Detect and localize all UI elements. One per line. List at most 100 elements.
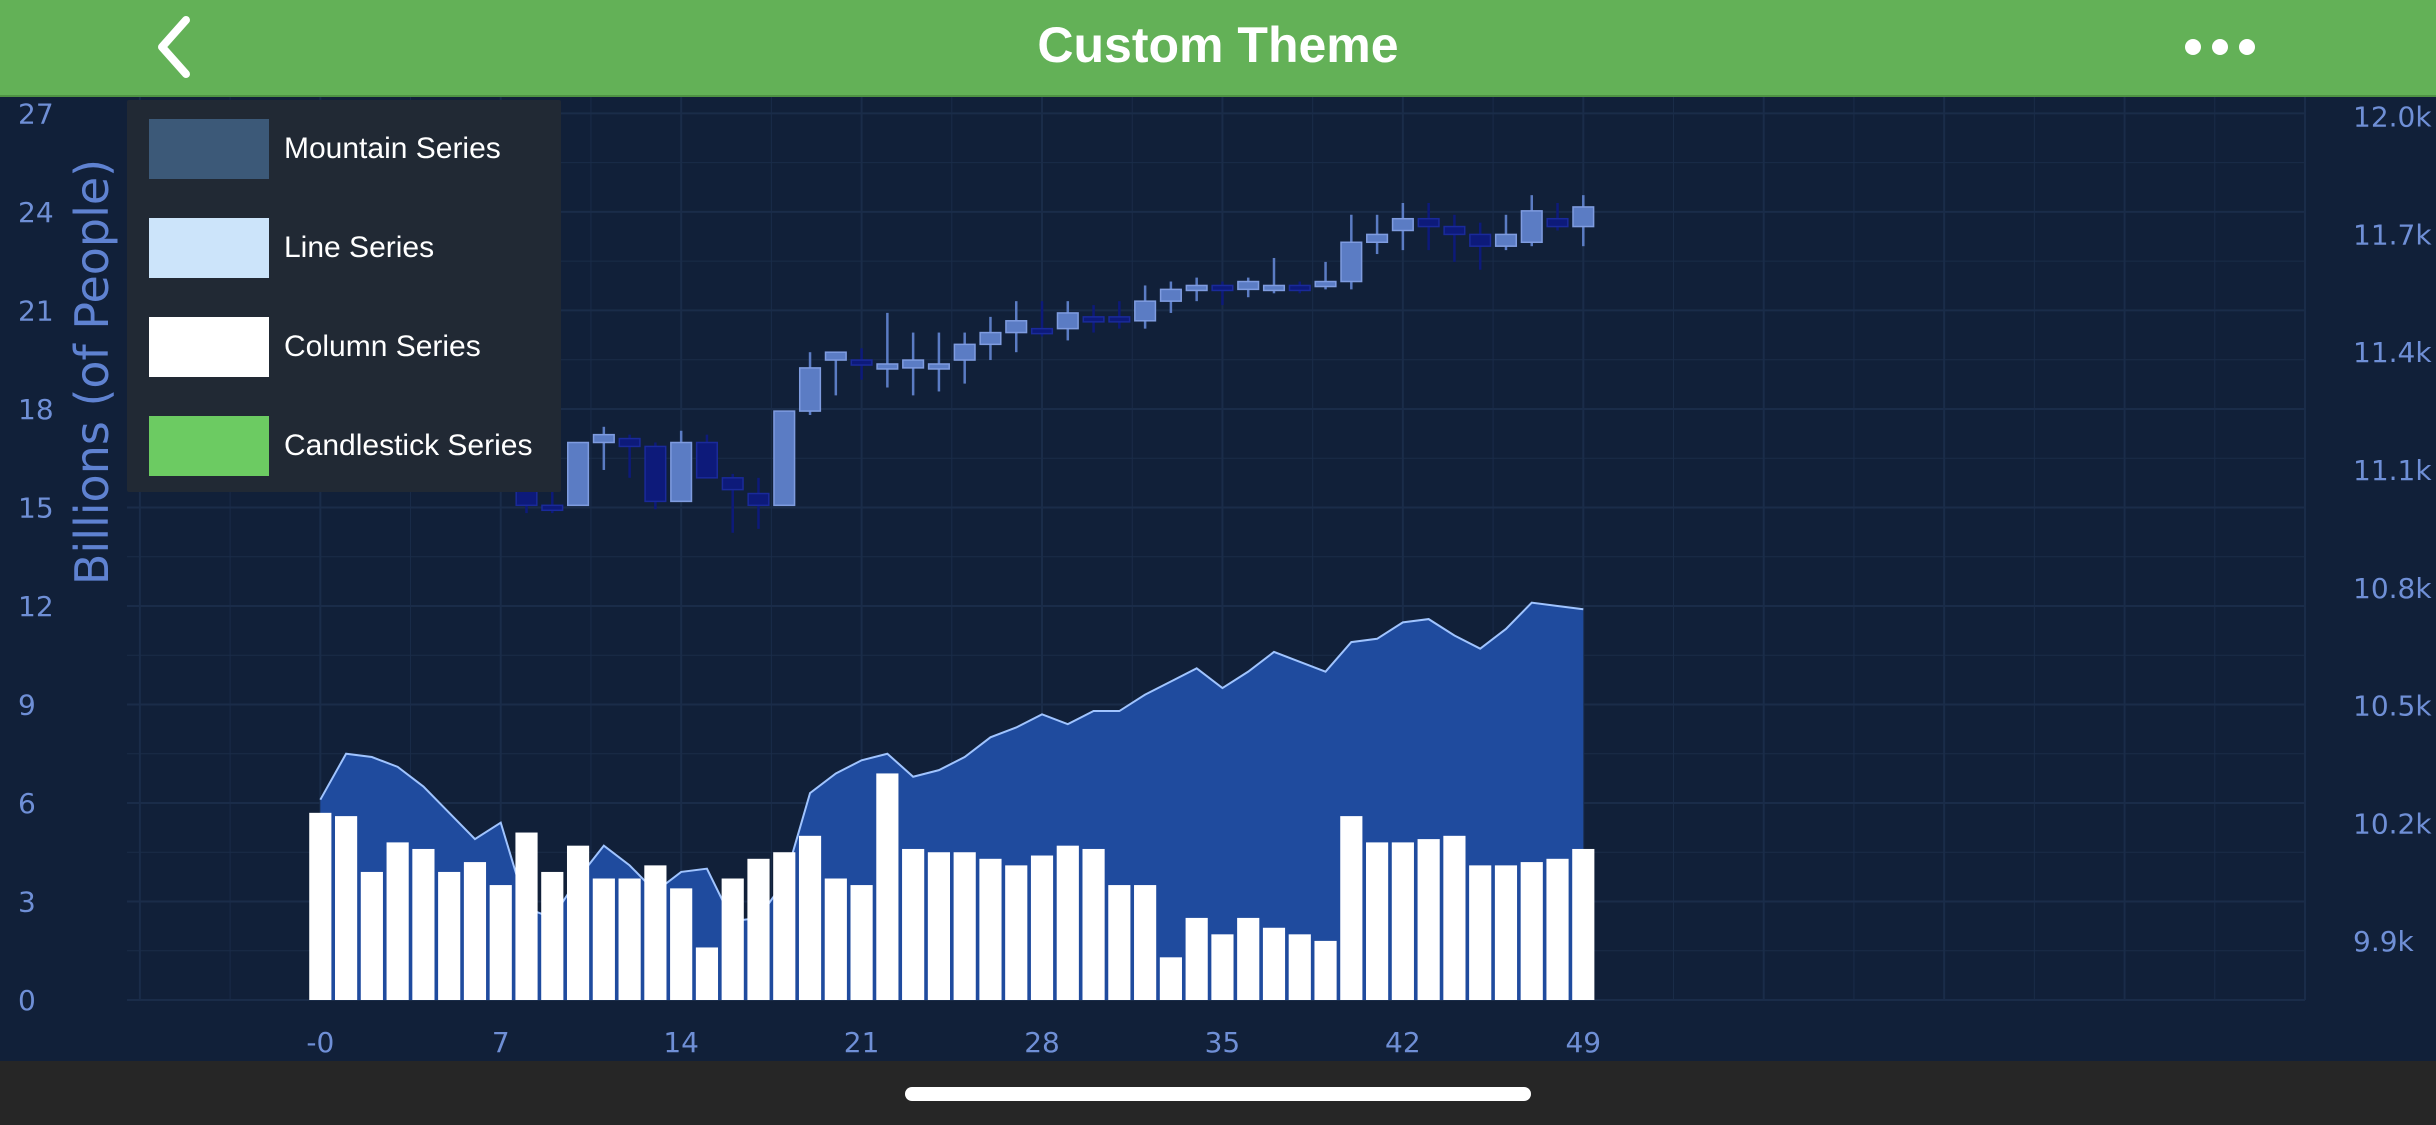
column-bar[interactable] [1443, 835, 1466, 1000]
column-bar[interactable] [1134, 885, 1157, 1000]
y-left-tick-label: 12 [18, 590, 54, 623]
candlestick[interactable] [902, 332, 925, 396]
candlestick[interactable] [773, 410, 796, 507]
candlestick[interactable] [1288, 281, 1311, 294]
candlestick[interactable] [850, 348, 873, 380]
candlestick[interactable] [1417, 203, 1440, 251]
column-bar[interactable] [1417, 839, 1440, 1000]
candlestick[interactable] [1494, 214, 1518, 251]
candlestick[interactable] [1391, 203, 1414, 251]
column-bar[interactable] [515, 832, 538, 1000]
column-bar[interactable] [335, 816, 358, 1000]
candlestick[interactable] [979, 316, 1002, 361]
candlestick[interactable] [592, 426, 615, 470]
column-bar[interactable] [309, 812, 332, 1000]
candlestick[interactable] [824, 351, 847, 396]
candlestick[interactable] [1340, 214, 1363, 290]
column-bar[interactable] [1262, 927, 1286, 1000]
candle-body [1469, 233, 1492, 247]
column-bar[interactable] [386, 842, 409, 1000]
column-bar[interactable] [1005, 865, 1028, 1000]
column-bar[interactable] [1494, 865, 1518, 1000]
candlestick[interactable] [798, 352, 822, 416]
candlestick[interactable] [747, 477, 770, 529]
column-bar[interactable] [979, 858, 1002, 1000]
column-bar[interactable] [1159, 957, 1182, 1000]
candlestick[interactable] [1572, 195, 1595, 247]
candlestick[interactable] [1237, 277, 1260, 298]
column-bar[interactable] [850, 885, 873, 1000]
candlestick[interactable] [927, 332, 950, 392]
candlestick[interactable] [567, 441, 590, 507]
home-indicator[interactable] [905, 1087, 1531, 1101]
candlestick[interactable] [1082, 305, 1105, 333]
candlestick[interactable] [721, 473, 744, 533]
column-bar[interactable] [463, 862, 487, 1000]
candlestick[interactable] [1262, 257, 1286, 294]
column-bar[interactable] [670, 888, 693, 1000]
combo-chart[interactable]: 0 3 6 9 12 15 18 21 24 27 9.9k 10.2k 10.5k 10.8k 11.1k… [0, 97, 2436, 1061]
candlestick[interactable] [953, 332, 976, 384]
column-bar[interactable] [592, 878, 615, 1000]
chart-surface[interactable]: 0 3 6 9 12 15 18 21 24 27 9.9k 10.2k 10.5k 10.8k 11.1k… [0, 97, 2436, 1061]
candlestick[interactable] [1314, 261, 1337, 290]
candlestick[interactable] [1005, 301, 1028, 353]
column-bar[interactable] [566, 845, 590, 1000]
column-bar[interactable] [1237, 917, 1260, 1000]
candlestick[interactable] [1134, 285, 1157, 329]
column-bar[interactable] [489, 885, 512, 1000]
column-bar[interactable] [1185, 917, 1208, 1000]
column-bar[interactable] [1572, 848, 1595, 1000]
back-button[interactable] [140, 12, 210, 82]
candlestick[interactable] [1443, 214, 1466, 262]
column-bar[interactable] [1108, 885, 1131, 1000]
candlestick[interactable] [1546, 203, 1569, 231]
more-options-button[interactable] [2180, 22, 2260, 72]
column-bar[interactable] [953, 852, 976, 1000]
column-bar[interactable] [747, 858, 770, 1000]
candlestick[interactable] [618, 434, 641, 478]
candlestick[interactable] [695, 434, 719, 479]
candle-body [1005, 320, 1028, 334]
candlestick[interactable] [1469, 222, 1492, 270]
candlestick[interactable] [1159, 281, 1182, 313]
candlestick[interactable] [1108, 301, 1131, 329]
column-bar[interactable] [1288, 934, 1311, 1000]
column-bar[interactable] [412, 848, 435, 1000]
column-bar[interactable] [927, 852, 951, 1000]
candlestick[interactable] [1056, 301, 1079, 341]
column-bar[interactable] [1340, 816, 1363, 1000]
column-bar[interactable] [1314, 940, 1337, 1000]
column-bar[interactable] [1366, 842, 1389, 1000]
candlestick[interactable] [1030, 301, 1054, 337]
column-bar[interactable] [360, 871, 383, 1000]
column-bar[interactable] [438, 871, 461, 1000]
column-bar[interactable] [1082, 848, 1105, 1000]
column-bar[interactable] [644, 865, 667, 1000]
candle-body [824, 351, 847, 361]
candlestick[interactable] [876, 312, 899, 388]
column-bar[interactable] [618, 878, 641, 1000]
column-bar[interactable] [1030, 855, 1054, 1000]
column-bar[interactable] [824, 878, 847, 1000]
candlestick[interactable] [1211, 281, 1234, 306]
column-bar[interactable] [902, 848, 925, 1000]
column-bar[interactable] [773, 852, 796, 1000]
column-bar[interactable] [721, 878, 744, 1000]
candlestick[interactable] [1185, 277, 1208, 302]
candlestick[interactable] [1366, 214, 1389, 255]
candlestick[interactable] [1520, 195, 1543, 247]
column-bar[interactable] [1211, 934, 1234, 1000]
column-bar[interactable] [1469, 865, 1492, 1000]
column-bar[interactable] [876, 773, 899, 1000]
column-bar[interactable] [1391, 842, 1414, 1000]
column-bar[interactable] [1056, 845, 1079, 1000]
column-bar[interactable] [798, 835, 822, 1000]
column-bar[interactable] [1546, 858, 1569, 1000]
column-bar[interactable] [695, 947, 719, 1000]
column-bar[interactable] [541, 871, 564, 1000]
candlestick[interactable] [644, 442, 667, 510]
candlestick[interactable] [670, 430, 693, 503]
column-bar[interactable] [1520, 862, 1543, 1000]
candle-body [1082, 316, 1105, 323]
